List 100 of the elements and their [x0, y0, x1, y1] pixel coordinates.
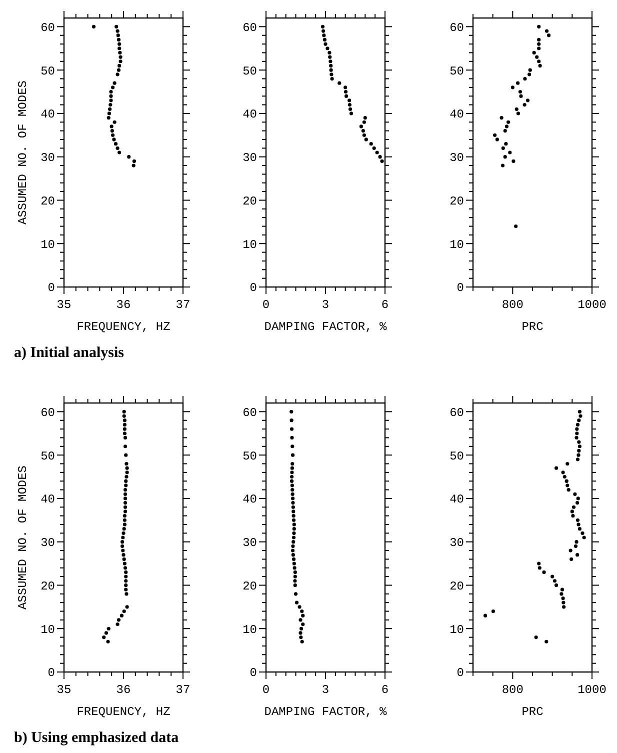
y-tick-label: 50: [242, 449, 257, 464]
point: [560, 588, 564, 592]
point: [572, 505, 576, 509]
x-axis-title: PRC: [522, 705, 544, 719]
point: [576, 453, 580, 457]
point: [322, 34, 326, 38]
x-tick-label: 36: [116, 683, 131, 697]
point: [294, 600, 299, 604]
y-tick-label: 30: [450, 151, 464, 166]
point: [292, 540, 296, 544]
y-tick-label: 50: [40, 449, 55, 464]
point: [491, 609, 496, 614]
y-tick-label: 10: [40, 622, 55, 637]
point: [362, 120, 366, 124]
y-tick-label: 0: [250, 666, 257, 680]
x-axis-title: FREQUENCY, HZ: [76, 320, 170, 334]
y-tick-label: 10: [450, 622, 464, 637]
point: [122, 410, 126, 414]
y-tick-label: 10: [242, 622, 257, 637]
point: [523, 76, 527, 81]
point: [301, 614, 305, 618]
y-tick-label: 50: [40, 64, 55, 78]
point: [122, 527, 126, 531]
point: [324, 42, 328, 46]
y-tick-label: 30: [242, 151, 257, 166]
y-tick-label: 20: [450, 579, 464, 594]
y-tick-label: 40: [40, 492, 55, 507]
point: [292, 510, 296, 514]
y-tick-label: 60: [40, 20, 55, 35]
point: [123, 444, 128, 448]
point: [538, 64, 542, 68]
point: [566, 484, 570, 488]
point: [508, 150, 512, 154]
point: [112, 138, 116, 142]
point: [292, 531, 296, 535]
point: [299, 635, 303, 640]
point: [123, 488, 128, 492]
point: [293, 579, 297, 583]
point: [112, 81, 116, 85]
text: a) Initial analysis: [14, 345, 124, 361]
point: [125, 605, 129, 609]
point: [528, 68, 532, 72]
point: [109, 98, 113, 102]
point: [522, 102, 526, 107]
point: [300, 626, 304, 630]
y-tick-label: 50: [242, 64, 257, 78]
point: [292, 566, 296, 570]
point: [528, 72, 532, 76]
point: [298, 618, 302, 622]
point: [550, 574, 554, 578]
point: [349, 112, 354, 116]
point: [516, 112, 520, 116]
point: [132, 164, 136, 168]
point: [537, 24, 541, 28]
point: [124, 570, 128, 574]
point: [124, 474, 128, 479]
point: [123, 436, 128, 440]
point: [122, 522, 126, 526]
point: [108, 102, 112, 107]
y-tick-label: 30: [242, 536, 257, 550]
point: [566, 488, 570, 492]
y-tick-label: 30: [40, 151, 55, 166]
point: [578, 410, 582, 414]
point: [122, 518, 126, 522]
point: [116, 29, 120, 33]
y-tick-label: 60: [40, 406, 55, 420]
point: [562, 474, 566, 479]
point: [322, 38, 327, 42]
point: [122, 422, 126, 426]
point: [322, 29, 326, 33]
point: [123, 496, 128, 500]
point: [534, 635, 538, 640]
point: [495, 138, 499, 142]
point: [290, 453, 295, 457]
point: [125, 470, 129, 474]
point: [122, 562, 126, 566]
point: [110, 133, 115, 137]
point: [102, 635, 106, 640]
point: [554, 583, 558, 588]
x-tick-label: 35: [56, 683, 72, 697]
point: [110, 86, 115, 90]
point: [576, 522, 580, 526]
point: [109, 90, 113, 94]
point: [575, 432, 579, 436]
point: [106, 640, 110, 644]
point: [124, 579, 128, 583]
point: [503, 129, 507, 133]
point: [290, 466, 294, 470]
point: [501, 146, 505, 150]
point: [107, 112, 112, 116]
point: [290, 418, 294, 422]
x-tick-label: 3: [322, 298, 330, 312]
point: [292, 527, 296, 531]
point: [292, 522, 296, 526]
x-tick-label: 0: [262, 298, 270, 312]
y-tick-label: 0: [456, 666, 464, 680]
point: [330, 76, 334, 81]
point: [576, 422, 580, 426]
point: [92, 24, 96, 28]
point: [562, 605, 566, 609]
